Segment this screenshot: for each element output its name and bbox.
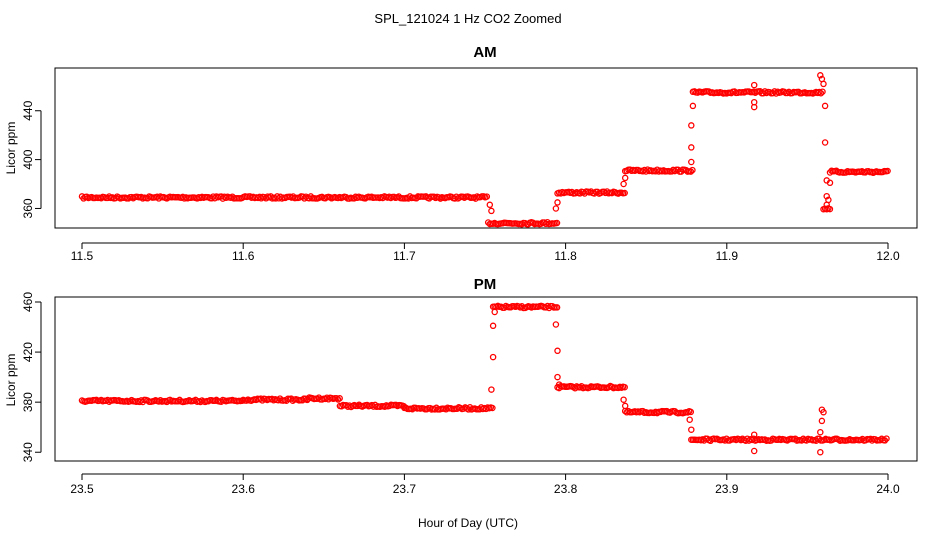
data-point-outlier <box>750 81 758 89</box>
y-tick-label: 440 <box>21 100 35 120</box>
data-point-outlier <box>554 347 561 355</box>
data-point-outlier <box>817 428 824 436</box>
data-point-outlier <box>620 396 627 403</box>
panel-pm-axes: 23.5 23.6 23.7 23.8 23.9 24.0 340 380 420 460 <box>21 292 900 496</box>
panel-am-axes: 11.5 11.6 11.7 11.8 11.9 12.0 360 400 440 <box>21 100 900 263</box>
data-point <box>621 383 628 391</box>
y-tick-label: 360 <box>21 198 35 218</box>
data-point-outlier <box>688 144 695 151</box>
x-tick-label: 23.5 <box>70 482 94 496</box>
data-point-outlier <box>820 408 827 416</box>
data-point-outlier <box>689 102 697 110</box>
data-point <box>489 404 496 412</box>
x-tick-label: 11.7 <box>393 249 416 263</box>
y-tick-label: 460 <box>21 292 35 312</box>
data-point <box>687 168 695 175</box>
data-point-outlier <box>750 447 758 455</box>
x-tick-label: 11.5 <box>71 249 94 263</box>
data-point-outlier <box>825 196 832 204</box>
data-point-outlier <box>555 381 563 388</box>
data-point <box>689 166 696 174</box>
x-tick-label: 23.7 <box>393 482 417 496</box>
data-point-outlier <box>686 416 693 423</box>
x-tick-label: 23.6 <box>232 482 256 496</box>
y-tick-label: 340 <box>21 442 35 462</box>
data-point-outlier <box>820 80 827 88</box>
x-tick-label: 11.8 <box>554 249 577 263</box>
data-point-outlier <box>826 179 834 187</box>
data-point-outlier <box>486 201 494 209</box>
x-tick-label: 11.9 <box>716 249 739 263</box>
panel-am-ylabel: Licor ppm <box>4 122 18 175</box>
panel-am: AM Licor ppm 11.5 11.6 11.7 11.8 11.9 12.0 360… <box>4 44 918 263</box>
panel-am-points <box>78 72 891 228</box>
panel-am-title: AM <box>473 44 496 61</box>
data-point <box>826 205 834 213</box>
panel-pm-plot-frame <box>54 296 918 462</box>
x-tick-label: 11.6 <box>232 249 255 263</box>
y-tick-label: 400 <box>21 149 35 169</box>
x-tick-label: 23.9 <box>715 482 739 496</box>
data-point-outlier <box>750 98 758 106</box>
y-tick-label: 420 <box>21 342 35 362</box>
data-point-outlier <box>620 180 627 188</box>
data-point-outlier <box>489 353 497 361</box>
x-tick-label: 23.8 <box>554 482 578 496</box>
data-point <box>553 219 561 227</box>
figure-title: SPL_121024 1 Hz CO2 Zoomed <box>374 11 561 26</box>
data-point <box>819 88 826 95</box>
data-point <box>621 189 628 197</box>
y-tick-label: 380 <box>21 392 35 412</box>
data-point-outlier <box>823 192 830 200</box>
data-point-outlier <box>817 72 824 79</box>
data-point-outlier <box>821 102 829 110</box>
data-point-outlier <box>554 373 561 381</box>
data-point-outlier <box>552 205 560 212</box>
data-point-outlier <box>621 402 629 410</box>
data-point <box>687 408 695 416</box>
x-tick-label: 24.0 <box>876 482 900 496</box>
panel-pm-ylabel: Licor ppm <box>4 354 18 407</box>
data-point-outlier <box>821 139 829 146</box>
data-point-outlier <box>491 308 498 316</box>
figure-xlabel: Hour of Day (UTC) <box>418 516 518 530</box>
data-point-outlier <box>554 199 561 206</box>
data-point <box>336 395 343 402</box>
data-point-outlier <box>688 426 695 433</box>
data-point-outlier <box>489 322 497 330</box>
data-point-outlier <box>688 158 695 166</box>
data-point-outlier <box>688 122 695 129</box>
data-point <box>817 89 825 97</box>
data-point-outlier <box>488 207 495 215</box>
data-point <box>553 304 561 311</box>
data-point-outlier <box>750 431 758 438</box>
data-point-outlier <box>818 417 826 425</box>
panel-pm-points <box>78 302 890 456</box>
panel-pm-title: PM <box>474 276 497 293</box>
panel-am-plot-frame <box>54 67 918 229</box>
data-point-outlier <box>552 321 560 328</box>
data-point-outlier <box>621 174 629 182</box>
data-point <box>884 167 891 175</box>
data-point <box>883 435 890 442</box>
data-point-outlier <box>817 448 824 456</box>
data-point <box>483 193 491 200</box>
data-point-outlier <box>488 386 495 393</box>
x-tick-label: 12.0 <box>876 249 900 263</box>
panel-pm: PM Licor ppm 23.5 23.6 23.7 23.8 23.9 24.0 340… <box>4 276 918 496</box>
